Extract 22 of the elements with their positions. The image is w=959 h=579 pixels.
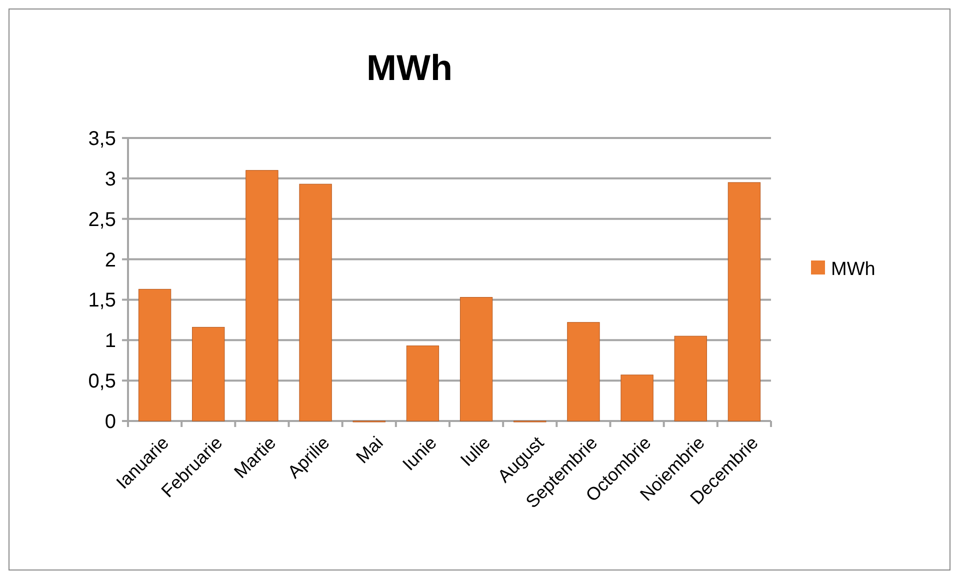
legend-label: MWh bbox=[831, 259, 876, 280]
bar bbox=[567, 322, 600, 422]
y-tick-label: 1 bbox=[104, 330, 116, 352]
y-tick-label: 1,5 bbox=[88, 290, 116, 312]
y-tick-label: 2,5 bbox=[88, 208, 116, 231]
bar bbox=[299, 184, 332, 422]
y-tick-label: 3,5 bbox=[88, 128, 116, 150]
bar bbox=[246, 170, 278, 422]
bar bbox=[460, 297, 493, 422]
bar bbox=[620, 374, 654, 422]
y-tick-label: 3 bbox=[104, 168, 116, 190]
bar bbox=[192, 326, 225, 422]
y-tick-label: 0,5 bbox=[88, 370, 116, 393]
x-tick-label: Mai bbox=[352, 432, 387, 468]
bar bbox=[728, 182, 761, 422]
y-tick-label: 0 bbox=[104, 411, 116, 433]
bar bbox=[406, 346, 440, 422]
y-tick-label: 2 bbox=[104, 249, 116, 272]
chart-title: MWh bbox=[366, 47, 452, 88]
bar bbox=[138, 288, 172, 422]
x-tick-label: Iulie bbox=[456, 432, 494, 470]
bar bbox=[674, 336, 707, 422]
